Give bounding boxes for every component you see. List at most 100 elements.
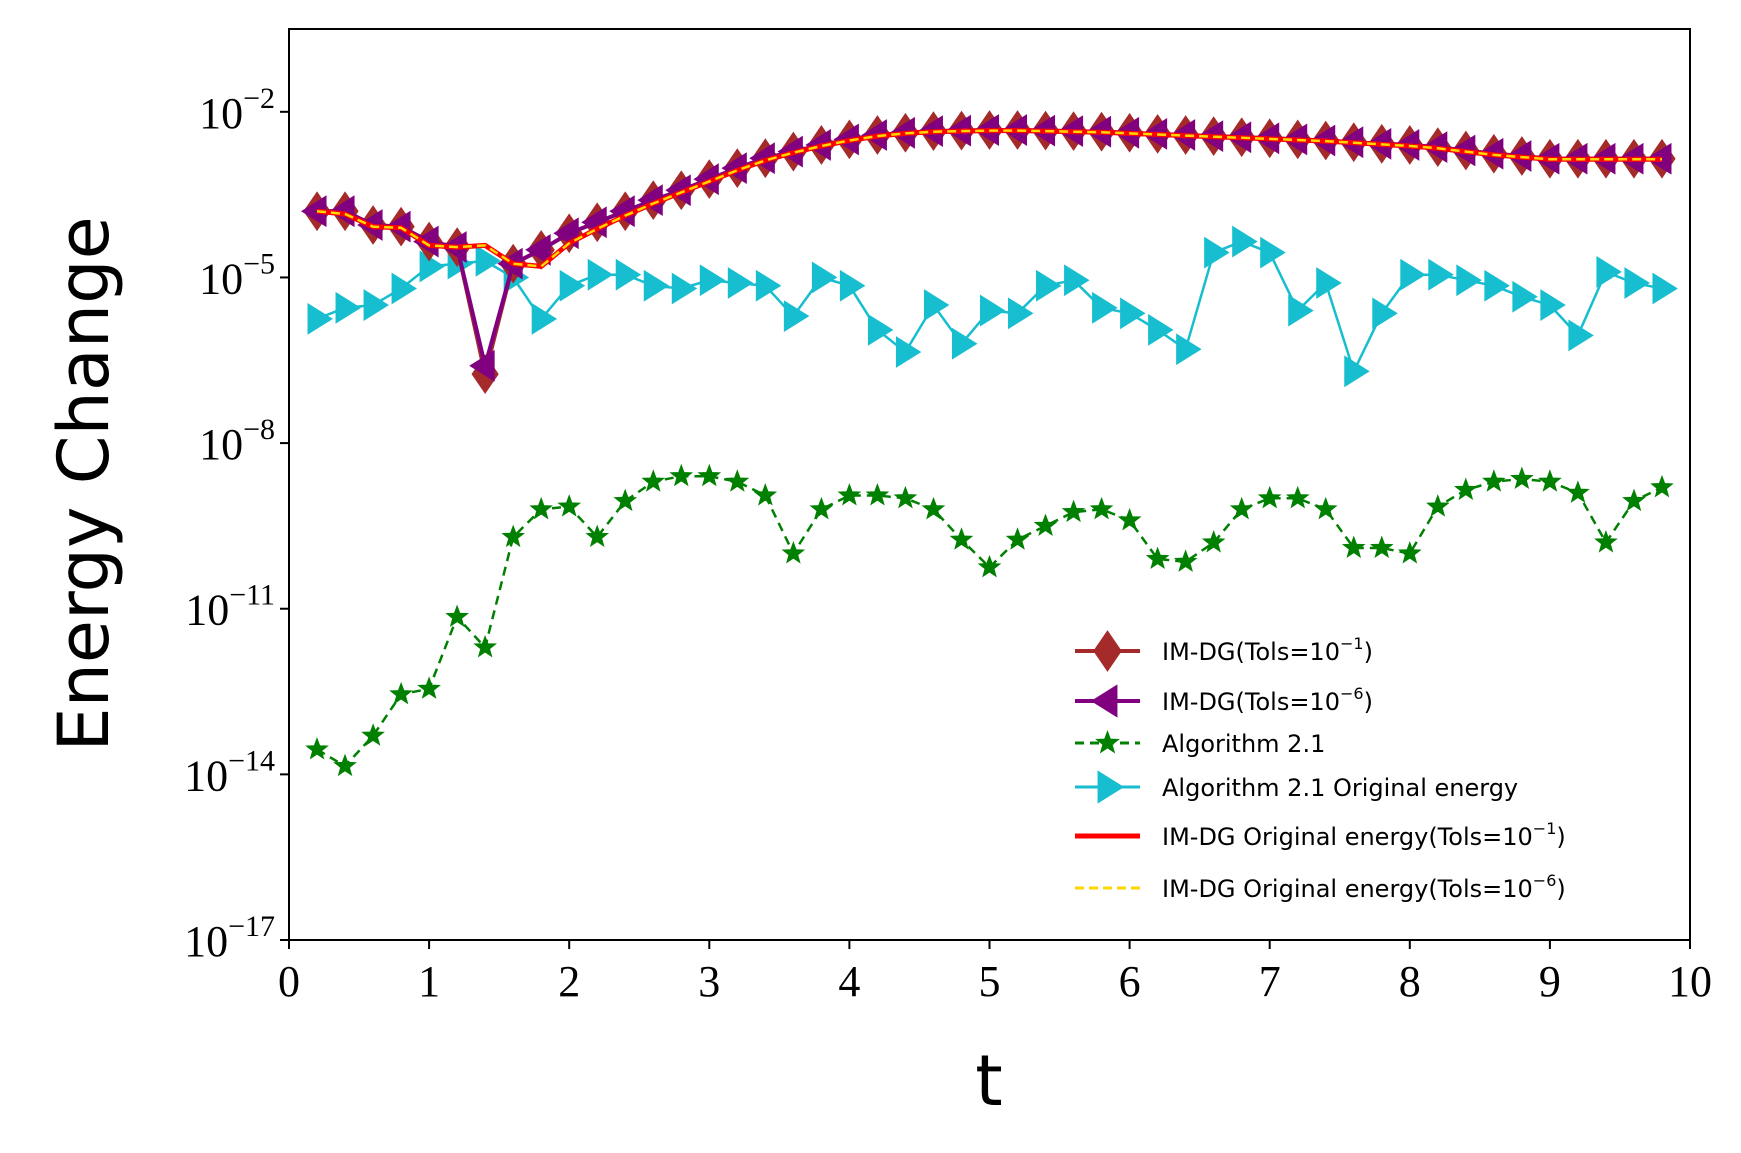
legend-label: IM-DG(Tols=10−1) <box>1162 634 1373 666</box>
data-point <box>1005 527 1030 550</box>
legend-label: Algorithm 2.1 Original energy <box>1162 774 1518 802</box>
legend-swatch-marker <box>1097 770 1125 804</box>
data-point <box>615 258 642 291</box>
data-point <box>1313 496 1338 520</box>
data-point <box>1594 530 1618 553</box>
data-point <box>641 469 666 492</box>
legend-label-main: IM-DG(Tols=10 <box>1162 688 1340 716</box>
data-point <box>1145 546 1170 570</box>
data-point <box>725 469 750 492</box>
y-axis-title: Energy Change <box>43 216 125 751</box>
data-point <box>697 463 722 487</box>
y-tick-base: 10 <box>184 917 228 966</box>
x-tick-label: 3 <box>698 957 720 1006</box>
legend: IM-DG(Tols=10−1)IM-DG(Tols=10−6)Algorith… <box>1060 620 1680 930</box>
data-point <box>1089 496 1114 520</box>
data-point <box>559 269 586 302</box>
data-point <box>669 463 694 487</box>
data-point <box>671 272 698 305</box>
y-tick-label: 10−17 <box>184 910 275 966</box>
data-point <box>783 300 810 333</box>
y-tick-exponent: −11 <box>229 579 275 612</box>
legend-label-tail: ) <box>1364 638 1373 666</box>
series-5 <box>316 129 1662 268</box>
legend-label-main: Algorithm 2.1 Original energy <box>1162 774 1518 802</box>
data-point <box>587 258 614 291</box>
data-point <box>391 272 418 305</box>
data-point <box>1428 258 1454 291</box>
legend-label-tail: ) <box>1556 823 1565 851</box>
data-point <box>1316 267 1342 299</box>
data-point <box>921 496 946 520</box>
data-point <box>1036 269 1062 302</box>
data-point <box>445 604 469 628</box>
data-point <box>893 485 918 509</box>
data-point <box>1369 535 1394 559</box>
legend-entry: Algorithm 2.1 <box>1075 730 1325 758</box>
data-point <box>1538 469 1562 492</box>
data-point <box>529 496 553 520</box>
y-tick-base: 10 <box>199 254 243 303</box>
data-point <box>699 264 726 297</box>
data-point <box>1201 530 1226 553</box>
data-point <box>475 244 502 277</box>
data-point <box>923 289 950 321</box>
data-point <box>1288 294 1314 327</box>
legend-entry: IM-DG(Tols=10−1) <box>1075 630 1373 672</box>
data-point <box>1176 333 1202 366</box>
data-point <box>1033 513 1058 536</box>
legend-entry: Algorithm 2.1 Original energy <box>1075 770 1518 804</box>
data-point <box>867 314 894 346</box>
data-point <box>643 269 670 302</box>
y-tick-base: 10 <box>185 586 229 635</box>
data-point <box>473 634 497 658</box>
legend-swatch-marker <box>1095 730 1120 754</box>
legend-label-exponent: −1 <box>1533 819 1557 838</box>
data-point <box>1400 258 1426 291</box>
data-point <box>1204 236 1230 269</box>
legend-swatch-marker <box>1093 630 1122 672</box>
series-layer <box>301 110 1678 777</box>
data-point <box>1064 264 1090 297</box>
legend-label: IM-DG(Tols=10−6) <box>1162 684 1373 716</box>
data-point <box>1456 264 1482 297</box>
y-tick-exponent: −14 <box>228 744 275 777</box>
y-tick-label: 10−11 <box>185 579 275 635</box>
y-tick-base: 10 <box>199 89 243 138</box>
data-point <box>1344 355 1370 388</box>
legend-label-exponent: −1 <box>1340 634 1364 653</box>
data-point <box>417 676 441 699</box>
y-tick-label: 10−5 <box>199 247 275 303</box>
x-tick-label: 6 <box>1119 957 1141 1006</box>
legend-label: Algorithm 2.1 <box>1162 730 1325 758</box>
legend-label-tail: ) <box>1364 688 1373 716</box>
data-point <box>809 496 834 520</box>
data-point <box>1566 480 1590 503</box>
x-tick-label: 10 <box>1668 957 1712 1006</box>
data-point <box>1148 314 1174 346</box>
data-point <box>811 261 838 294</box>
data-point <box>1540 289 1566 321</box>
data-point <box>727 267 754 299</box>
legend-label-tail: ) <box>1556 875 1565 903</box>
y-tick-base: 10 <box>199 420 243 469</box>
data-point <box>333 753 357 777</box>
data-point <box>585 524 610 548</box>
data-point <box>1482 469 1506 492</box>
data-point <box>1397 541 1422 564</box>
x-tick-label: 4 <box>838 957 860 1006</box>
data-point <box>1341 535 1366 559</box>
x-tick-label: 5 <box>979 957 1001 1006</box>
data-point <box>753 483 778 506</box>
legend-label-main: IM-DG Original energy(Tols=10 <box>1162 875 1533 903</box>
data-point <box>980 294 1006 327</box>
data-point <box>1510 466 1534 490</box>
legend-swatch-marker <box>1090 684 1118 718</box>
x-tick-label: 7 <box>1259 957 1281 1006</box>
legend-label-main: Algorithm 2.1 <box>1162 730 1325 758</box>
data-point <box>1229 496 1254 520</box>
data-point <box>1117 507 1142 531</box>
data-point <box>1285 485 1310 509</box>
